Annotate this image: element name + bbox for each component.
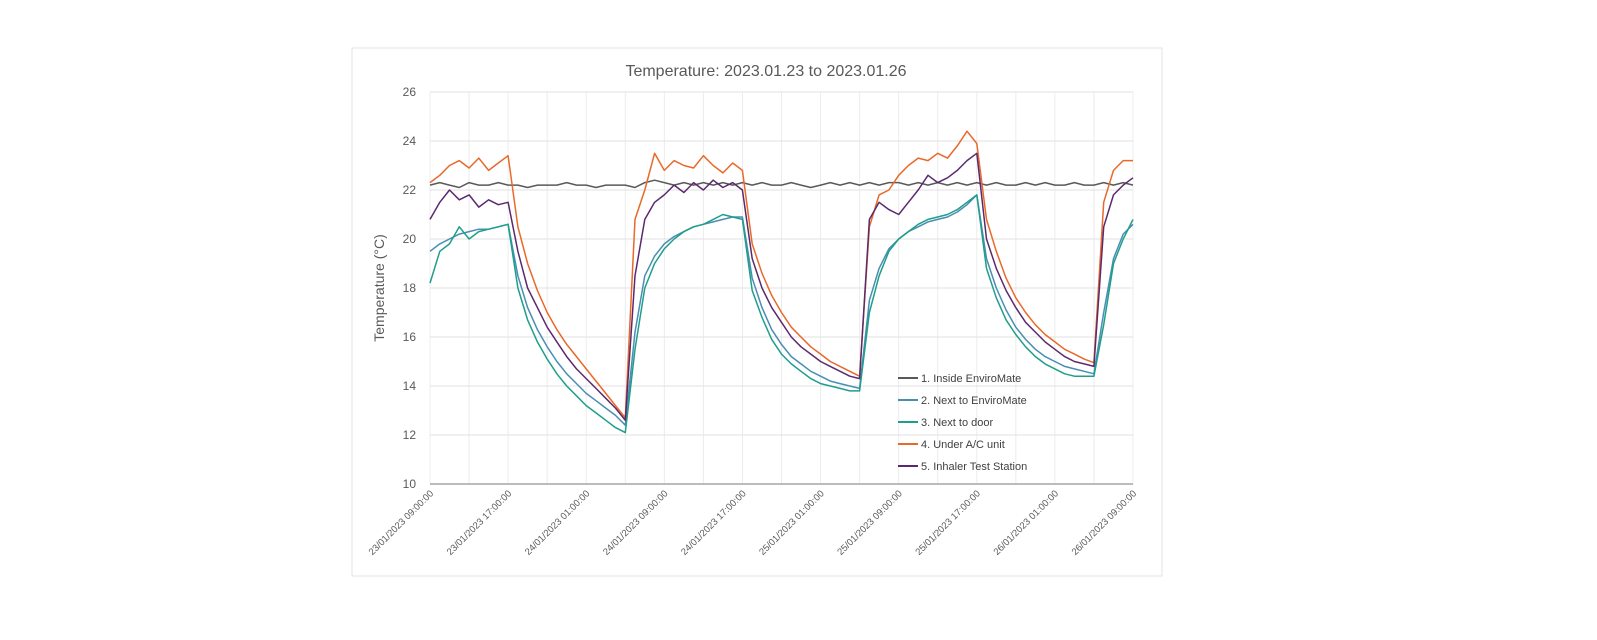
legend-label-4: 4. Under A/C unit [921,439,1005,451]
y-tick-label: 26 [403,85,417,99]
legend-label-5: 5. Inhaler Test Station [921,461,1027,473]
y-axis-label: Temperature (°C) [371,234,387,342]
series-line-3 [429,194,1134,434]
y-tick-label: 22 [403,183,417,197]
y-tick-label: 24 [403,134,417,148]
y-tick-labels: 10 12 14 16 18 20 22 24 26 [403,85,417,491]
legend-label-1: 1. Inside EnviroMate [921,373,1021,385]
y-tick-label: 20 [403,232,417,246]
y-tick-label: 12 [403,428,417,442]
series-line-5 [429,152,1134,422]
y-tick-label: 16 [403,330,417,344]
series-line-4 [429,130,1133,419]
series-line-2 [429,194,1134,426]
chart-title: Temperature: 2023.01.23 to 2023.01.26 [625,63,906,80]
y-tick-label: 18 [403,281,417,295]
gridlines [429,91,1134,485]
legend-label-2: 2. Next to EnviroMate [921,395,1027,407]
legend-label-3: 3. Next to door [921,417,993,429]
legend: 1. Inside EnviroMate 2. Next to EnviroMat… [898,373,1027,473]
y-tick-label: 14 [403,379,417,393]
y-tick-label: 10 [403,477,417,491]
chart-frame [351,47,1163,577]
series-lines [429,130,1134,434]
series-line-1 [429,179,1134,189]
